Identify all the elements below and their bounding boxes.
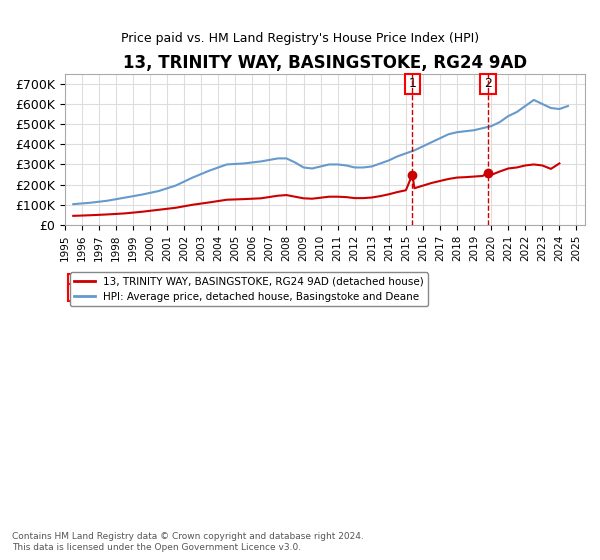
Title: 13, TRINITY WAY, BASINGSTOKE, RG24 9AD: 13, TRINITY WAY, BASINGSTOKE, RG24 9AD [123,54,527,72]
Text: 2: 2 [71,287,79,297]
Legend: 13, TRINITY WAY, BASINGSTOKE, RG24 9AD (detached house), HPI: Average price, det: 13, TRINITY WAY, BASINGSTOKE, RG24 9AD (… [70,273,428,306]
Text: 23-OCT-2019          £260,000          50% ↓ HPI: 23-OCT-2019 £260,000 50% ↓ HPI [96,287,358,297]
Text: 22-MAY-2015          £249,950          42% ↓ HPI: 22-MAY-2015 £249,950 42% ↓ HPI [96,277,358,287]
Text: Price paid vs. HM Land Registry's House Price Index (HPI): Price paid vs. HM Land Registry's House … [121,32,479,45]
Text: Contains HM Land Registry data © Crown copyright and database right 2024.
This d: Contains HM Land Registry data © Crown c… [12,532,364,552]
Text: 1: 1 [409,77,416,90]
Text: 2: 2 [484,77,492,90]
Text: 1: 1 [71,277,79,287]
